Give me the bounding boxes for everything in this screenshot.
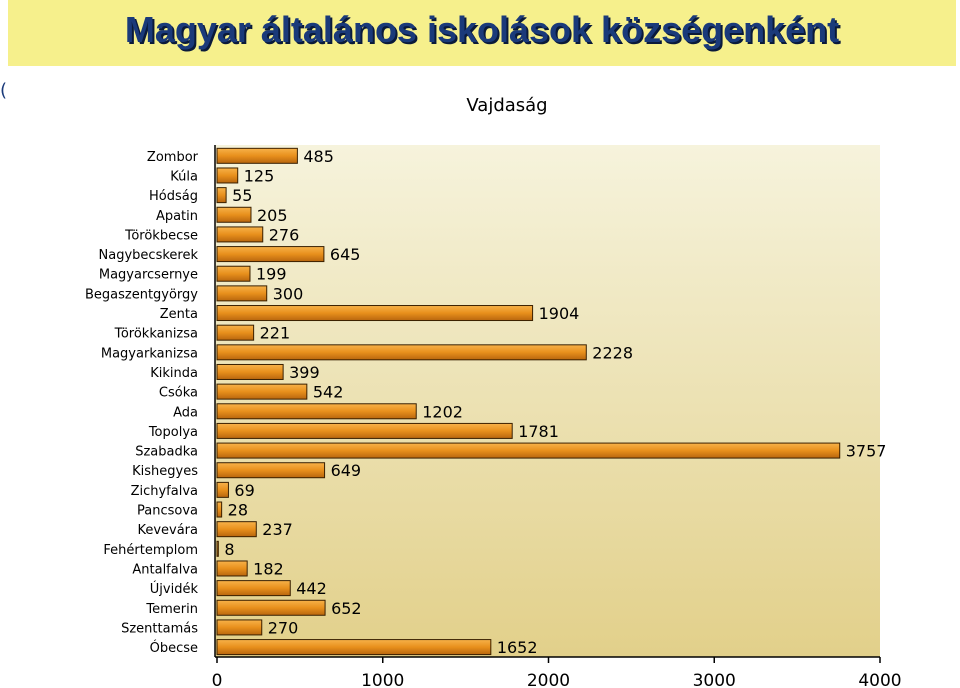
data-label: 55 <box>232 186 252 205</box>
data-label: 300 <box>273 284 304 303</box>
category-label: Ada <box>173 405 198 420</box>
category-label: Újvidék <box>150 581 199 597</box>
category-label: Kúla <box>170 169 198 184</box>
category-label: Magyarkanizsa <box>101 346 198 361</box>
slide-title: Magyar általános iskolások községenként <box>124 9 840 50</box>
data-label: 399 <box>289 363 320 382</box>
bar <box>216 422 513 439</box>
bar <box>216 521 257 538</box>
category-label: Szenttamás <box>121 621 198 636</box>
bar <box>216 580 291 597</box>
data-label: 3757 <box>846 442 887 461</box>
bar <box>216 147 298 164</box>
data-label: 69 <box>234 481 254 500</box>
category-label: Zenta <box>160 307 198 322</box>
bar <box>216 187 227 204</box>
category-label: Antalfalva <box>132 562 198 577</box>
data-label: 28 <box>228 501 248 520</box>
data-label: 1652 <box>497 638 538 657</box>
bar <box>216 344 587 361</box>
data-label: 237 <box>262 520 293 539</box>
bar <box>216 599 326 616</box>
x-tick-label: 1000 <box>361 671 404 688</box>
bar <box>216 167 239 184</box>
data-label: 1202 <box>422 402 463 421</box>
category-label: Begaszentgyörgy <box>85 287 198 302</box>
bar <box>216 285 268 302</box>
data-label: 652 <box>331 599 362 618</box>
left-fragment: ( <box>0 80 7 101</box>
data-label: 199 <box>256 265 287 284</box>
data-label: 205 <box>257 206 288 225</box>
data-label: 270 <box>268 618 299 637</box>
bar <box>216 383 308 400</box>
data-label: 542 <box>313 383 344 402</box>
category-label: Csóka <box>159 386 198 401</box>
bar <box>216 363 284 380</box>
category-label: Szabadka <box>135 445 198 460</box>
category-label: Kikinda <box>150 366 198 381</box>
category-label: Pancsova <box>137 504 198 519</box>
bar <box>216 462 326 479</box>
bar <box>216 540 219 557</box>
bar <box>216 501 223 518</box>
bar <box>216 305 534 322</box>
bar <box>216 206 252 223</box>
bar <box>216 403 417 420</box>
data-label: 442 <box>296 579 327 598</box>
category-label: Kishegyes <box>132 464 198 479</box>
category-label: Óbecse <box>150 640 198 656</box>
x-tick-label: 4000 <box>858 671 901 688</box>
category-label: Kevevára <box>137 523 198 538</box>
x-ticks-group: 0 1000 2000 3000 4000 <box>212 657 902 688</box>
bar <box>216 481 229 498</box>
x-tick-label: 3000 <box>693 671 736 688</box>
title-banner: Magyar általános iskolások községenként <box>8 0 956 66</box>
bar <box>216 226 264 243</box>
data-label: 1904 <box>539 304 580 323</box>
category-label: Fehértemplom <box>103 543 198 558</box>
bar <box>216 442 841 459</box>
category-label: Nagybecskerek <box>99 248 199 263</box>
data-label: 182 <box>253 559 284 578</box>
x-tick-label: 0 <box>212 671 223 688</box>
plot-area <box>215 145 880 657</box>
category-label: Magyarcsernye <box>99 268 198 283</box>
bar <box>216 324 255 341</box>
chart-title: Vajdaság <box>466 95 547 116</box>
bar <box>216 560 248 577</box>
category-label: Topolya <box>148 425 198 440</box>
category-label: Hódság <box>149 189 198 204</box>
category-label: Törökkanizsa <box>114 327 198 342</box>
data-label: 485 <box>303 147 334 166</box>
data-label: 649 <box>331 461 362 480</box>
data-label: 125 <box>244 166 275 185</box>
bar <box>216 246 325 263</box>
category-label: Temerin <box>145 602 198 617</box>
category-label: Törökbecse <box>124 228 198 243</box>
category-label: Apatin <box>156 209 198 224</box>
category-label: Zichyfalva <box>131 484 198 499</box>
data-label: 221 <box>260 324 291 343</box>
bar <box>216 619 263 636</box>
data-label: 8 <box>224 540 234 559</box>
bar <box>216 265 251 282</box>
bars-group: Zombor 485 Kúla 125 Hódság 55 Apatin 205 Törökbe… <box>85 147 886 657</box>
data-label: 645 <box>330 245 361 264</box>
data-label: 1781 <box>518 422 559 441</box>
bar <box>216 639 492 656</box>
data-label: 2228 <box>592 343 633 362</box>
x-tick-label: 2000 <box>527 671 570 688</box>
data-label: 276 <box>269 225 300 244</box>
category-label: Zombor <box>147 150 199 165</box>
